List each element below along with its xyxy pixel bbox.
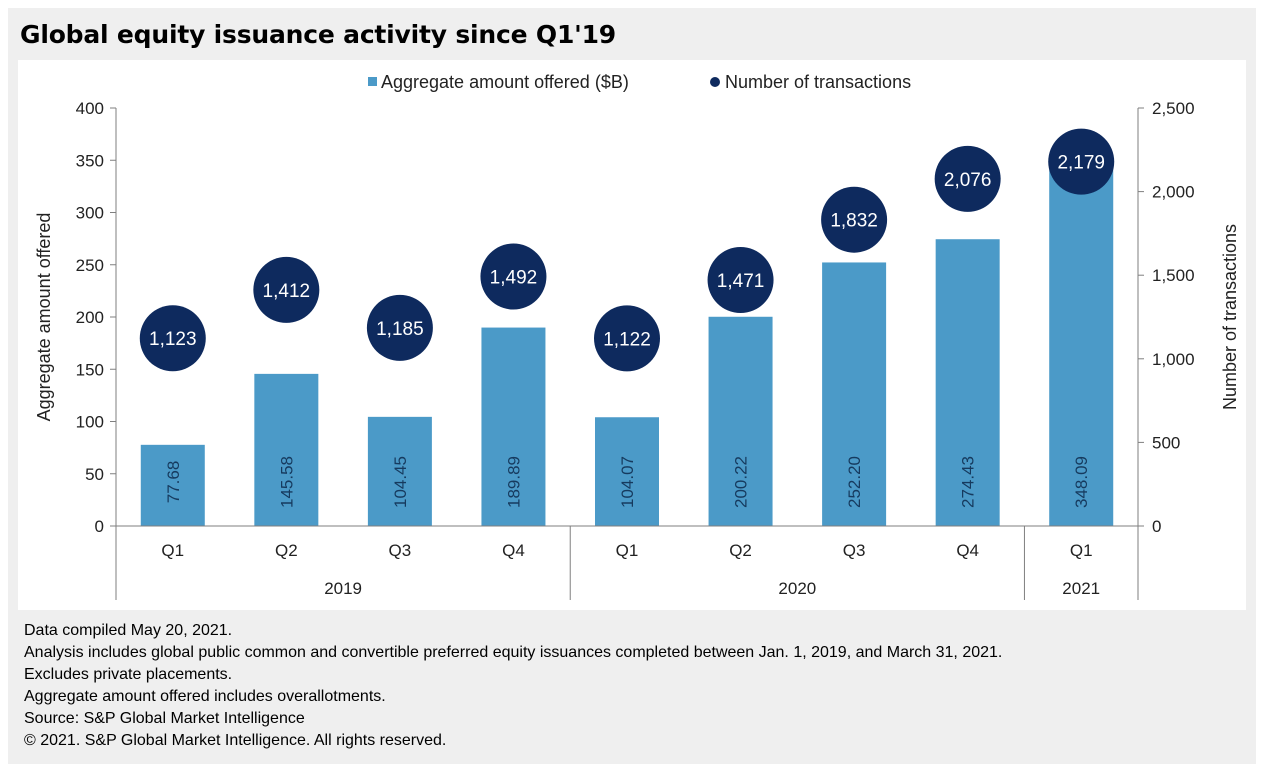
bar-value-label: 77.68 <box>164 461 183 504</box>
note-data-compiled: Data compiled May 20, 2021. <box>24 622 233 639</box>
bar-amount <box>254 373 319 526</box>
quarter-label: Q1 <box>161 541 184 560</box>
transactions-dot <box>480 243 547 310</box>
note-analysis-scope: Analysis includes global public common a… <box>24 644 1003 661</box>
transactions-label: 2,076 <box>944 170 992 191</box>
transactions-series: 1,123 1,412 1,185 1,492 1,122 1,471 1,832 2,076… <box>139 128 1115 372</box>
chart-legend: Aggregate amount offered ($B) Number of t… <box>368 72 911 92</box>
transactions-dot <box>253 256 320 323</box>
left-tick-label: 400 <box>76 99 104 118</box>
right-tick-label: 1,000 <box>1152 350 1195 369</box>
left-tick-label: 150 <box>76 360 104 379</box>
bar-amount <box>367 416 432 526</box>
bar-amount <box>1049 162 1114 526</box>
bar-amount <box>140 444 205 526</box>
quarter-label: Q1 <box>616 541 639 560</box>
combo-chart: Aggregate amount offered ($B) Number of t… <box>34 72 1240 600</box>
transactions-label: 1,492 <box>490 268 538 289</box>
right-tick-label: 2,000 <box>1152 183 1195 202</box>
quarter-label: Q2 <box>275 541 298 560</box>
bar-amount <box>935 239 1000 527</box>
figure-frame: Global equity issuance activity since Q1… <box>8 8 1256 764</box>
transactions-label: 1,122 <box>603 329 651 350</box>
axes: 0 50 100 150 200 250 300 350 400 0 500 1,000 1,500 2,… <box>34 99 1240 536</box>
transactions-label: 1,123 <box>149 329 197 350</box>
bar-value-label: 104.45 <box>391 456 410 508</box>
note-exclusions: Excludes private placements. <box>24 666 233 683</box>
note-copyright: © 2021. S&P Global Market Intelligence. … <box>24 732 447 749</box>
bar-value-label: 200.22 <box>732 456 751 508</box>
year-label: 2021 <box>1062 579 1100 598</box>
note-source: Source: S&P Global Market Intelligence <box>24 710 305 727</box>
transactions-dot <box>366 294 433 361</box>
year-label: 2020 <box>778 579 816 598</box>
transactions-label: 1,185 <box>376 319 424 340</box>
left-tick-label: 100 <box>76 413 104 432</box>
left-tick-label: 300 <box>76 204 104 223</box>
quarter-label: Q3 <box>389 541 412 560</box>
right-tick-label: 2,500 <box>1152 99 1195 118</box>
transactions-dot <box>594 305 660 372</box>
bar-series: 77.68 145.58 104.45 189.89 104.07 200.22 252.2… <box>140 162 1114 527</box>
right-tick-label: 500 <box>1152 433 1180 452</box>
legend-dot-swatch <box>710 77 720 87</box>
note-overallotments: Aggregate amount offered includes overal… <box>24 688 386 705</box>
year-label: 2019 <box>324 579 362 598</box>
bar-value-label: 252.20 <box>845 456 864 508</box>
chart-panel: Aggregate amount offered ($B) Number of t… <box>18 60 1246 610</box>
quarter-label: Q1 <box>1070 541 1093 560</box>
transactions-label: 1,832 <box>830 211 878 232</box>
left-tick-label: 50 <box>85 465 104 484</box>
transactions-dot <box>139 305 206 372</box>
bar-value-label: 145.58 <box>277 456 296 508</box>
transactions-label: 1,412 <box>263 281 311 302</box>
left-tick-label: 350 <box>76 151 104 170</box>
chart-title: Global equity issuance activity since Q1… <box>20 20 616 49</box>
transactions-dot <box>1048 128 1115 195</box>
transactions-dot <box>707 247 774 314</box>
right-tick-label: 0 <box>1152 517 1161 536</box>
bar-amount <box>822 262 887 526</box>
bar-value-label: 348.09 <box>1072 456 1091 508</box>
legend-bar-swatch <box>368 77 377 86</box>
transactions-dot <box>934 145 1001 212</box>
left-axis-title: Aggregate amount offered <box>34 213 54 422</box>
quarter-label: Q4 <box>502 541 525 560</box>
bar-amount <box>708 316 773 526</box>
left-tick-label: 0 <box>95 517 104 536</box>
bar-value-label: 189.89 <box>504 456 523 508</box>
footnotes: Data compiled May 20, 2021. Analysis inc… <box>24 620 1002 752</box>
left-tick-label: 200 <box>76 308 104 327</box>
bar-amount <box>481 327 546 526</box>
transactions-label: 1,471 <box>717 271 765 292</box>
right-tick-label: 1,500 <box>1152 266 1195 285</box>
bar-value-label: 104.07 <box>618 456 637 508</box>
legend-dot-label: Number of transactions <box>725 72 911 92</box>
bar-value-label: 274.43 <box>959 456 978 508</box>
transactions-dot <box>821 186 888 253</box>
transactions-label: 2,179 <box>1057 153 1105 174</box>
legend-bar-label: Aggregate amount offered ($B) <box>381 72 629 92</box>
left-tick-label: 250 <box>76 256 104 275</box>
right-axis-title: Number of transactions <box>1220 224 1240 410</box>
quarter-label: Q4 <box>956 541 979 560</box>
quarter-label: Q2 <box>729 541 752 560</box>
quarter-label: Q3 <box>843 541 866 560</box>
x-axis: Q1 Q2 Q3 Q4 Q1 Q2 Q3 Q4 Q1 2019 2020 2021 <box>115 525 1139 600</box>
bar-amount <box>595 417 659 526</box>
